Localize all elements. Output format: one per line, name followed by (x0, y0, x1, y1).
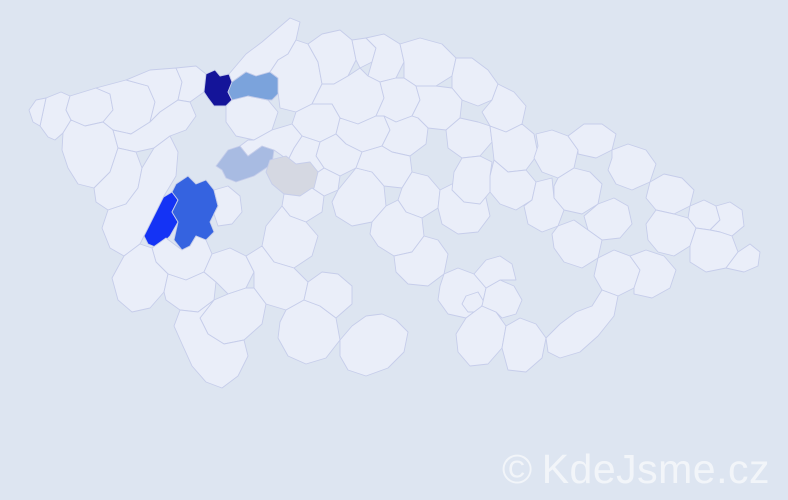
district-bruntal[interactable] (607, 143, 657, 191)
district-liberec[interactable] (307, 29, 357, 85)
district-novy-jicin[interactable] (645, 209, 697, 257)
district-klatovy[interactable] (101, 135, 179, 257)
district-usti-nad-labem[interactable] (227, 71, 281, 101)
district-teplice[interactable] (203, 69, 233, 107)
district-vyskov[interactable] (481, 279, 523, 319)
district-znojmo[interactable] (339, 313, 409, 377)
district-pribram[interactable] (261, 205, 319, 269)
district-blansko[interactable] (473, 255, 517, 289)
district-opava[interactable] (645, 173, 695, 215)
district-trutnov[interactable] (399, 37, 457, 87)
district-rokycany[interactable] (213, 185, 243, 227)
district-uherske-hradiste[interactable] (545, 289, 619, 359)
district-kromeriz[interactable] (551, 219, 603, 269)
district-nachod[interactable] (451, 57, 499, 107)
district-pelhrimov[interactable] (303, 271, 353, 319)
district-olomouc[interactable] (553, 167, 603, 215)
district-vsetin[interactable] (629, 249, 677, 299)
district-hodonin[interactable] (501, 317, 547, 373)
district-louny[interactable] (215, 145, 275, 183)
district-trebic[interactable] (393, 235, 449, 287)
district-prerov[interactable] (583, 197, 633, 241)
district-kolin[interactable] (381, 115, 429, 157)
district-usti-nad-orlici[interactable] (489, 123, 539, 173)
district-ash[interactable] (28, 97, 47, 127)
district-layer (28, 17, 761, 389)
district-cesky-krumlov[interactable] (173, 299, 249, 389)
district-far-east-tip[interactable] (725, 243, 761, 273)
district-kladno[interactable] (239, 123, 303, 161)
district-most[interactable] (175, 65, 207, 103)
district-rakovnik[interactable] (265, 155, 319, 197)
district-chrudim[interactable] (451, 155, 493, 205)
district-pardubice[interactable] (445, 117, 493, 159)
district-prostejov[interactable] (523, 177, 565, 233)
